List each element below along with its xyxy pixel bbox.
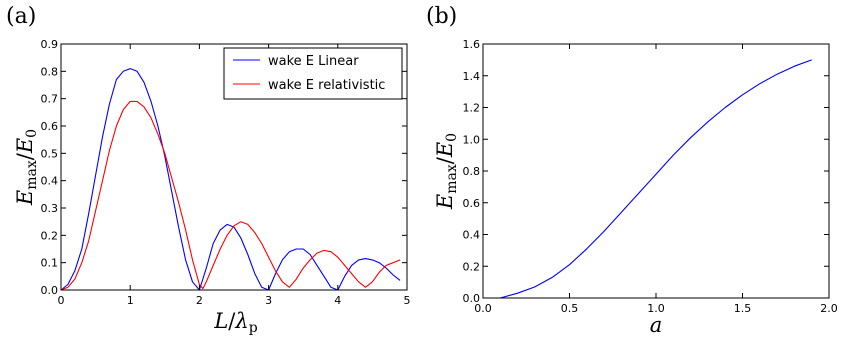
y-tick-label: 0.0: [41, 284, 59, 297]
panel-a-x-axis-label: L/λp: [213, 309, 257, 336]
y-tick-label: 0.5: [41, 147, 59, 160]
panel-b-label: (b): [426, 4, 457, 29]
panel-b-y-axis-label: Emax/E0: [433, 133, 460, 210]
panel-a-label: (a): [6, 4, 36, 29]
panel-b-x-ticks: 0.0 0.5 1.0 1.5 2.0: [474, 44, 838, 315]
panel-b-x-axis-label: a: [650, 313, 663, 337]
x-tick-label: 2.0: [820, 302, 838, 315]
panel-a-y-ticks: 0.0 0.1 0.2 0.3 0.4 0.5 0.6 0.7 0.8 0.9: [41, 38, 407, 297]
x-tick-label: 5: [404, 294, 411, 307]
x-tick-label: 1: [127, 294, 134, 307]
x-tick-label: 1.0: [647, 302, 665, 315]
x-tick-label: 1.5: [734, 302, 752, 315]
y-tick-label: 0.6: [41, 120, 59, 133]
y-tick-label: 0.8: [41, 65, 59, 78]
x-tick-label: 2: [196, 294, 203, 307]
y-tick-label: 1.4: [463, 70, 481, 83]
panel-a-legend: wake E Linear wake E relativistic: [223, 47, 403, 100]
panel-b-y-ticks: 0.0 0.2 0.4 0.6 0.8 1.0 1.2 1.4 1.6: [463, 38, 829, 305]
y-tick-label: 0.1: [41, 257, 59, 270]
panel-a-series: [60, 68, 401, 291]
series-line-1: [60, 68, 401, 291]
panel-b-series: [500, 59, 812, 299]
x-tick-label: 3: [265, 294, 272, 307]
y-tick-label: 0.4: [463, 229, 481, 242]
panel-b: (b) 0.0 0.5 1.0 1.5 2.0 0.0 0.2 0.4 0.6 0.8 1.0 1.…: [426, 4, 838, 337]
y-tick-label: 0.6: [463, 197, 481, 210]
y-tick-label: 0.3: [41, 202, 59, 215]
y-tick-label: 0.8: [463, 165, 481, 178]
y-tick-label: 0.4: [41, 175, 59, 188]
x-tick-label: 0.0: [474, 302, 492, 315]
y-tick-label: 0.7: [41, 93, 59, 106]
y-tick-label: 0.9: [41, 38, 59, 51]
y-tick-label: 1.2: [463, 102, 481, 115]
y-tick-label: 0.2: [463, 260, 481, 273]
legend-label-relativistic: wake E relativistic: [268, 78, 385, 93]
y-tick-label: 1.0: [463, 133, 481, 146]
legend-box: [223, 47, 403, 100]
panel-a-frame: [60, 43, 408, 291]
series-line-1: [500, 59, 812, 299]
y-tick-label: 0.2: [41, 229, 59, 242]
panel-a-y-axis-label: Emax/E0: [13, 129, 40, 206]
legend-label-linear: wake E Linear: [268, 54, 359, 69]
x-tick-label: 0: [58, 294, 65, 307]
series-line-2: [60, 100, 401, 291]
y-tick-label: 0.0: [463, 292, 481, 305]
panel-b-frame: [482, 43, 830, 299]
x-tick-label: 4: [334, 294, 341, 307]
y-tick-label: 1.6: [463, 38, 481, 51]
x-tick-label: 0.5: [561, 302, 579, 315]
